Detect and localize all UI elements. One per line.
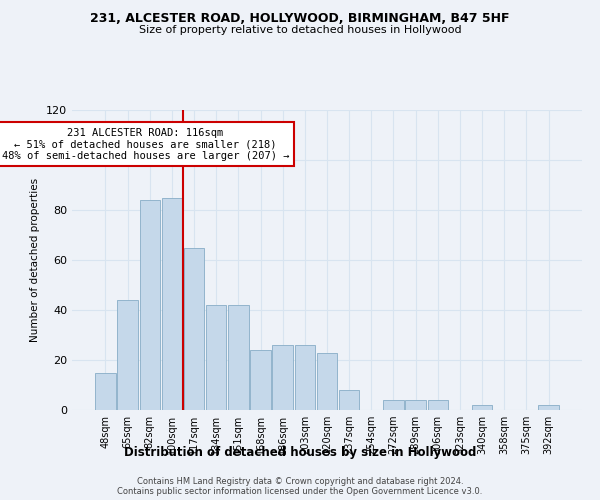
- Bar: [250, 350, 271, 410]
- Text: 231 ALCESTER ROAD: 116sqm
← 51% of detached houses are smaller (218)
48% of semi: 231 ALCESTER ROAD: 116sqm ← 51% of detac…: [2, 128, 289, 160]
- Bar: [383, 400, 404, 410]
- Text: Contains public sector information licensed under the Open Government Licence v3: Contains public sector information licen…: [118, 486, 482, 496]
- Text: 231, ALCESTER ROAD, HOLLYWOOD, BIRMINGHAM, B47 5HF: 231, ALCESTER ROAD, HOLLYWOOD, BIRMINGHA…: [90, 12, 510, 26]
- Bar: [228, 305, 248, 410]
- Bar: [428, 400, 448, 410]
- Text: Contains HM Land Registry data © Crown copyright and database right 2024.: Contains HM Land Registry data © Crown c…: [137, 476, 463, 486]
- Bar: [184, 248, 204, 410]
- Bar: [317, 352, 337, 410]
- Text: Distribution of detached houses by size in Hollywood: Distribution of detached houses by size …: [124, 446, 476, 459]
- Bar: [472, 405, 493, 410]
- Bar: [206, 305, 226, 410]
- Text: Size of property relative to detached houses in Hollywood: Size of property relative to detached ho…: [139, 25, 461, 35]
- Bar: [295, 345, 315, 410]
- Bar: [406, 400, 426, 410]
- Bar: [538, 405, 559, 410]
- Bar: [140, 200, 160, 410]
- Bar: [95, 372, 116, 410]
- Bar: [339, 390, 359, 410]
- Y-axis label: Number of detached properties: Number of detached properties: [31, 178, 40, 342]
- Bar: [118, 300, 138, 410]
- Bar: [272, 345, 293, 410]
- Bar: [161, 198, 182, 410]
